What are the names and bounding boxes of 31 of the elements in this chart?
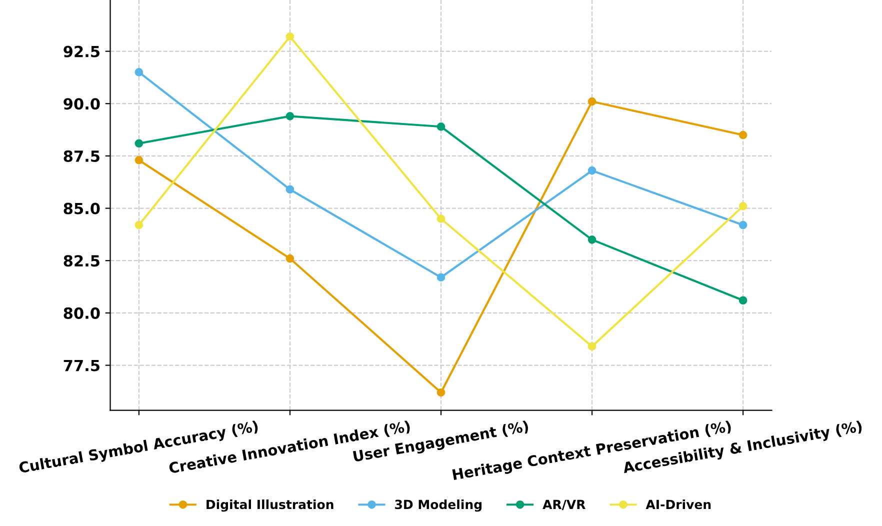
y-tick-label: 87.5 [64, 150, 100, 162]
point [738, 202, 748, 210]
point [436, 122, 446, 131]
point [436, 214, 446, 223]
point [134, 156, 144, 164]
point [134, 220, 144, 230]
y-tick-label: 77.5 [64, 360, 100, 372]
point [588, 342, 596, 351]
point [134, 68, 144, 76]
legend-label: AI-Driven [646, 499, 711, 510]
legend-label: 3D Modeling [395, 499, 482, 512]
point [588, 166, 596, 175]
point [436, 273, 446, 282]
legend-label: Digital Illustration [206, 499, 334, 512]
point [588, 97, 596, 106]
point [286, 32, 294, 41]
y-tick-label: 90.0 [64, 98, 100, 110]
y-tick-label: 82.5 [64, 255, 100, 267]
point [286, 185, 294, 194]
y-tick-label: 85.0 [64, 202, 100, 214]
point [436, 388, 446, 397]
y-tick-label: 92.5 [64, 46, 100, 58]
point [286, 254, 294, 263]
point [738, 220, 748, 230]
point [588, 236, 596, 244]
y-tick-label: 80.0 [64, 307, 100, 319]
point [134, 139, 144, 148]
point [738, 296, 748, 305]
legend-label: AR/VR [542, 500, 586, 510]
point [738, 130, 748, 140]
point [286, 112, 294, 120]
